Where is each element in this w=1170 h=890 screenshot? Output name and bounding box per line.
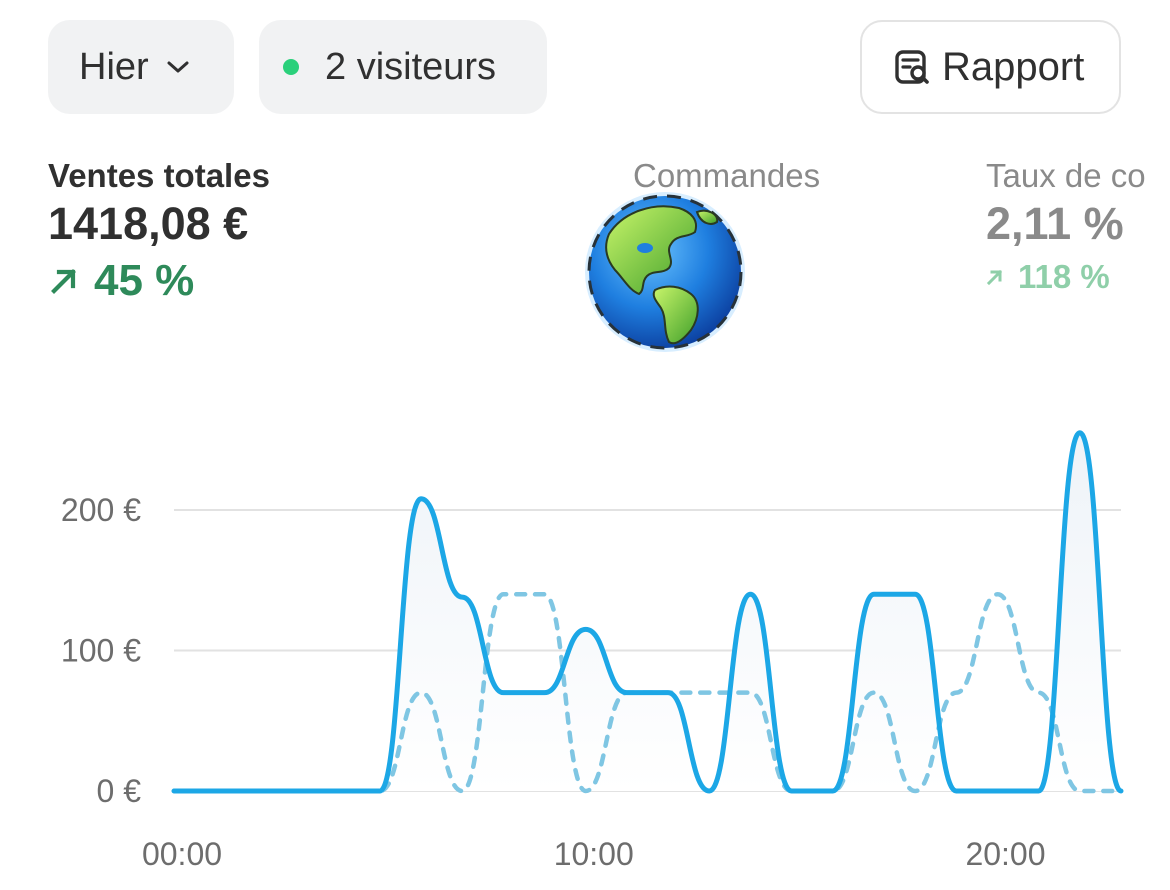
- live-dot-icon: [283, 59, 299, 75]
- sales-chart[interactable]: 0 € 100 € 200 € 00:00 10:00 20:00: [0, 400, 1170, 890]
- y-tick-label: 0 €: [97, 773, 142, 809]
- metric-change: 45 %: [48, 256, 270, 306]
- metric-change-value: 118 %: [1018, 258, 1110, 295]
- metric-value: 2,11 %: [986, 198, 1124, 249]
- arrow-up-right-icon: [986, 269, 1003, 286]
- metric-label: Taux de co: [986, 157, 1146, 194]
- metric-conversion-rate[interactable]: Taux de co 2,11 % 118 %: [986, 156, 1146, 296]
- series-area: [174, 432, 1121, 791]
- chevron-down-icon: [165, 59, 191, 75]
- x-tick-label: 00:00: [142, 836, 222, 872]
- period-label: Hier: [79, 45, 149, 88]
- period-selector[interactable]: Hier: [48, 20, 234, 114]
- x-tick-label: 20:00: [965, 836, 1045, 872]
- report-search-icon: [892, 47, 932, 87]
- visitors-label: 2 visiteurs: [325, 45, 497, 88]
- report-label: Rapport: [942, 44, 1085, 89]
- metric-total-sales[interactable]: Ventes totales 1418,08 € 45 %: [48, 156, 270, 306]
- y-tick-label: 100 €: [61, 633, 141, 669]
- metric-orders[interactable]: Commandes: [633, 156, 820, 196]
- metric-label: Ventes totales: [48, 157, 270, 194]
- metric-label: Commandes: [633, 157, 821, 194]
- x-tick-label: 10:00: [554, 836, 634, 872]
- live-visitors-badge[interactable]: 2 visiteurs: [259, 20, 547, 114]
- globe-americas-icon: [583, 190, 747, 359]
- report-button[interactable]: Rapport: [860, 20, 1121, 114]
- series-line-current: [171, 430, 1124, 794]
- metric-change-value: 45 %: [94, 256, 195, 305]
- arrow-up-right-icon: [51, 269, 76, 294]
- metric-change: 118 %: [986, 258, 1146, 296]
- y-tick-label: 200 €: [61, 492, 141, 528]
- metric-value: 1418,08 €: [48, 198, 249, 249]
